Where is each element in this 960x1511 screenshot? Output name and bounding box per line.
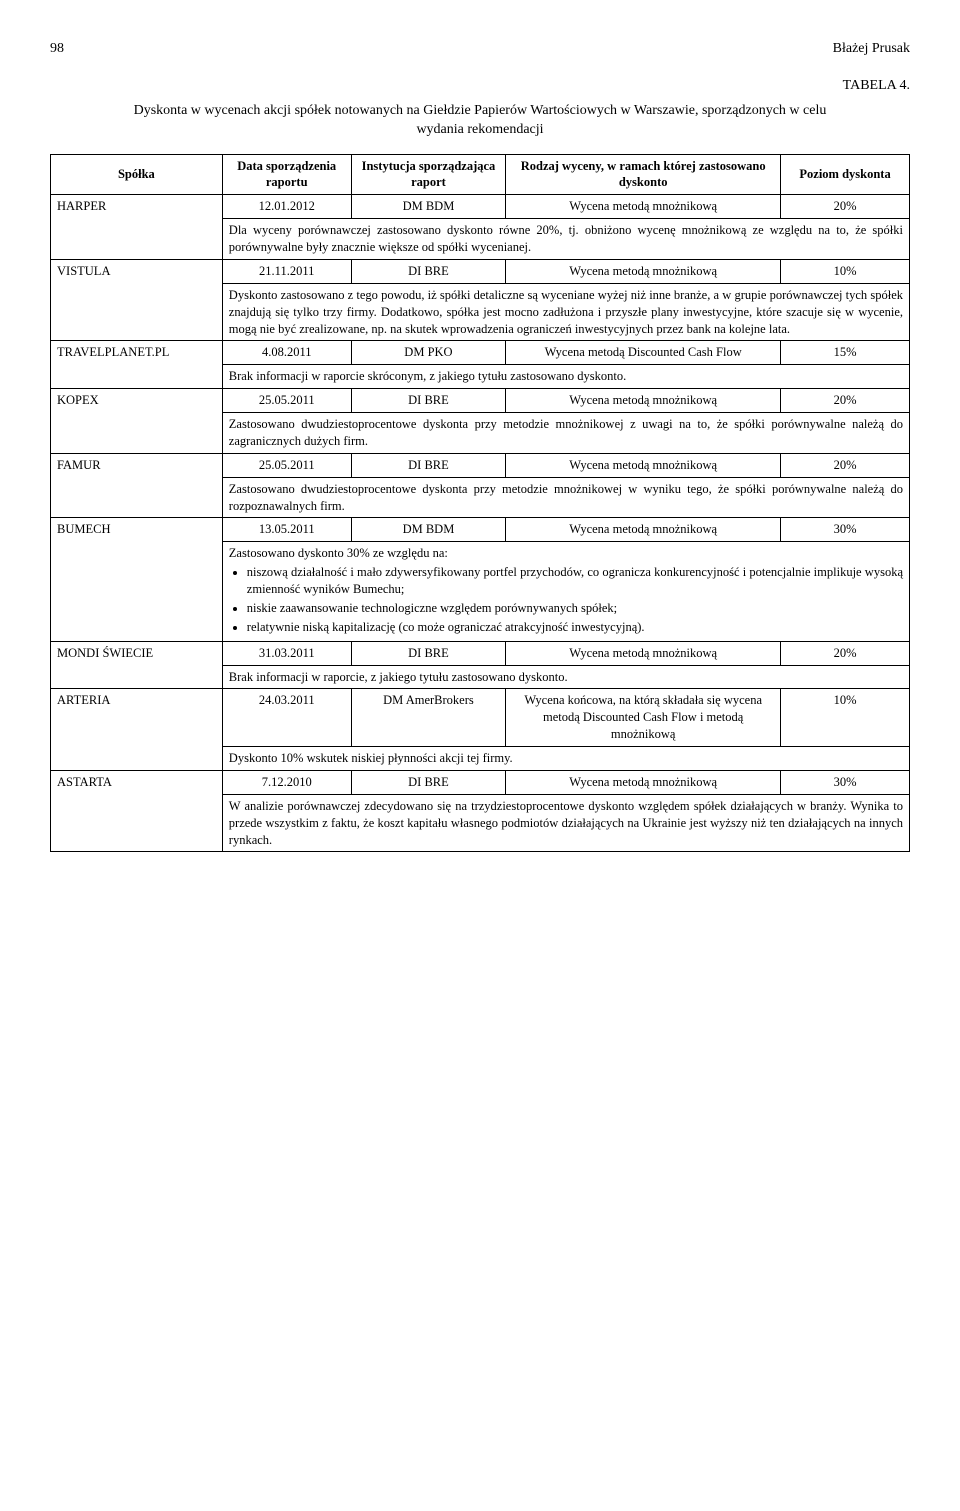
cell-desc: Dyskonto zastosowano z tego powodu, iż s… — [222, 283, 909, 341]
cell-date: 13.05.2011 — [222, 518, 351, 542]
bumech-bullets: niszową działalność i mało zdywersyfikow… — [247, 564, 903, 636]
cell-inst: DI BRE — [351, 770, 506, 794]
cell-inst: DM BDM — [351, 518, 506, 542]
discount-table: Spółka Data sporządzenia raportu Instytu… — [50, 154, 910, 853]
table-header-row: Spółka Data sporządzenia raportu Instytu… — [51, 154, 910, 195]
cell-name: BUMECH — [51, 518, 223, 641]
cell-desc: Zastosowano dyskonto 30% ze względu na: … — [222, 542, 909, 641]
cell-date: 25.05.2011 — [222, 453, 351, 477]
cell-inst: DM AmerBrokers — [351, 689, 506, 747]
list-item: niskie zaawansowanie technologiczne wzgl… — [247, 600, 903, 617]
col-poziom: Poziom dyskonta — [781, 154, 910, 195]
cell-desc: Dyskonto 10% wskutek niskiej płynności a… — [222, 747, 909, 771]
cell-inst: DM BDM — [351, 195, 506, 219]
cell-name: ARTERIA — [51, 689, 223, 771]
cell-disc: 10% — [781, 259, 910, 283]
table-label: TABELA 4. — [50, 77, 910, 96]
col-instytucja: Instytucja sporządzająca raport — [351, 154, 506, 195]
table-row: BUMECH 13.05.2011 DM BDM Wycena metodą m… — [51, 518, 910, 542]
cell-method: Wycena metodą mnożnikową — [506, 389, 781, 413]
col-spolka: Spółka — [51, 154, 223, 195]
cell-method: Wycena metodą mnożnikową — [506, 770, 781, 794]
cell-method: Wycena metodą mnożnikową — [506, 641, 781, 665]
table-row: FAMUR 25.05.2011 DI BRE Wycena metodą mn… — [51, 453, 910, 477]
cell-name: HARPER — [51, 195, 223, 260]
cell-disc: 20% — [781, 453, 910, 477]
table-row: TRAVELPLANET.PL 4.08.2011 DM PKO Wycena … — [51, 341, 910, 365]
page-number: 98 — [50, 40, 64, 59]
table-row: MONDI ŚWIECIE 31.03.2011 DI BRE Wycena m… — [51, 641, 910, 665]
cell-method: Wycena metodą mnożnikową — [506, 195, 781, 219]
bumech-intro: Zastosowano dyskonto 30% ze względu na: — [229, 546, 448, 560]
cell-desc: Zastosowano dwudziestoprocentowe dyskont… — [222, 477, 909, 518]
cell-method: Wycena metodą Discounted Cash Flow — [506, 341, 781, 365]
cell-date: 4.08.2011 — [222, 341, 351, 365]
cell-date: 12.01.2012 — [222, 195, 351, 219]
cell-name: VISTULA — [51, 259, 223, 341]
author-name: Błażej Prusak — [833, 40, 910, 59]
cell-disc: 20% — [781, 389, 910, 413]
table-row: ARTERIA 24.03.2011 DM AmerBrokers Wycena… — [51, 689, 910, 747]
cell-disc: 20% — [781, 195, 910, 219]
table-row: KOPEX 25.05.2011 DI BRE Wycena metodą mn… — [51, 389, 910, 413]
cell-method: Wycena końcowa, na którą składała się wy… — [506, 689, 781, 747]
cell-disc: 15% — [781, 341, 910, 365]
cell-name: ASTARTA — [51, 770, 223, 852]
cell-name: FAMUR — [51, 453, 223, 518]
cell-name: TRAVELPLANET.PL — [51, 341, 223, 389]
table-row: HARPER 12.01.2012 DM BDM Wycena metodą m… — [51, 195, 910, 219]
cell-disc: 30% — [781, 518, 910, 542]
cell-desc: Dla wyceny porównawczej zastosowano dysk… — [222, 219, 909, 260]
cell-date: 21.11.2011 — [222, 259, 351, 283]
cell-date: 7.12.2010 — [222, 770, 351, 794]
table-title: Dyskonta w wycenach akcji spółek notowan… — [50, 102, 910, 140]
cell-date: 24.03.2011 — [222, 689, 351, 747]
cell-date: 25.05.2011 — [222, 389, 351, 413]
cell-name: KOPEX — [51, 389, 223, 454]
cell-inst: DI BRE — [351, 453, 506, 477]
col-data: Data sporządzenia raportu — [222, 154, 351, 195]
list-item: relatywnie niską kapitalizację (co może … — [247, 619, 903, 636]
cell-method: Wycena metodą mnożnikową — [506, 518, 781, 542]
cell-disc: 10% — [781, 689, 910, 747]
cell-date: 31.03.2011 — [222, 641, 351, 665]
cell-inst: DI BRE — [351, 259, 506, 283]
cell-desc: Brak informacji w raporcie, z jakiego ty… — [222, 665, 909, 689]
page-header: 98 Błażej Prusak — [50, 40, 910, 59]
cell-disc: 30% — [781, 770, 910, 794]
cell-name: MONDI ŚWIECIE — [51, 641, 223, 689]
col-rodzaj: Rodzaj wyceny, w ramach której zastosowa… — [506, 154, 781, 195]
cell-desc: Brak informacji w raporcie skróconym, z … — [222, 365, 909, 389]
cell-disc: 20% — [781, 641, 910, 665]
cell-inst: DM PKO — [351, 341, 506, 365]
cell-inst: DI BRE — [351, 389, 506, 413]
cell-method: Wycena metodą mnożnikową — [506, 259, 781, 283]
table-row: VISTULA 21.11.2011 DI BRE Wycena metodą … — [51, 259, 910, 283]
list-item: niszową działalność i mało zdywersyfikow… — [247, 564, 903, 598]
cell-inst: DI BRE — [351, 641, 506, 665]
cell-method: Wycena metodą mnożnikową — [506, 453, 781, 477]
table-row: ASTARTA 7.12.2010 DI BRE Wycena metodą m… — [51, 770, 910, 794]
cell-desc: Zastosowano dwudziestoprocentowe dyskont… — [222, 413, 909, 454]
cell-desc: W analizie porównawczej zdecydowano się … — [222, 794, 909, 852]
